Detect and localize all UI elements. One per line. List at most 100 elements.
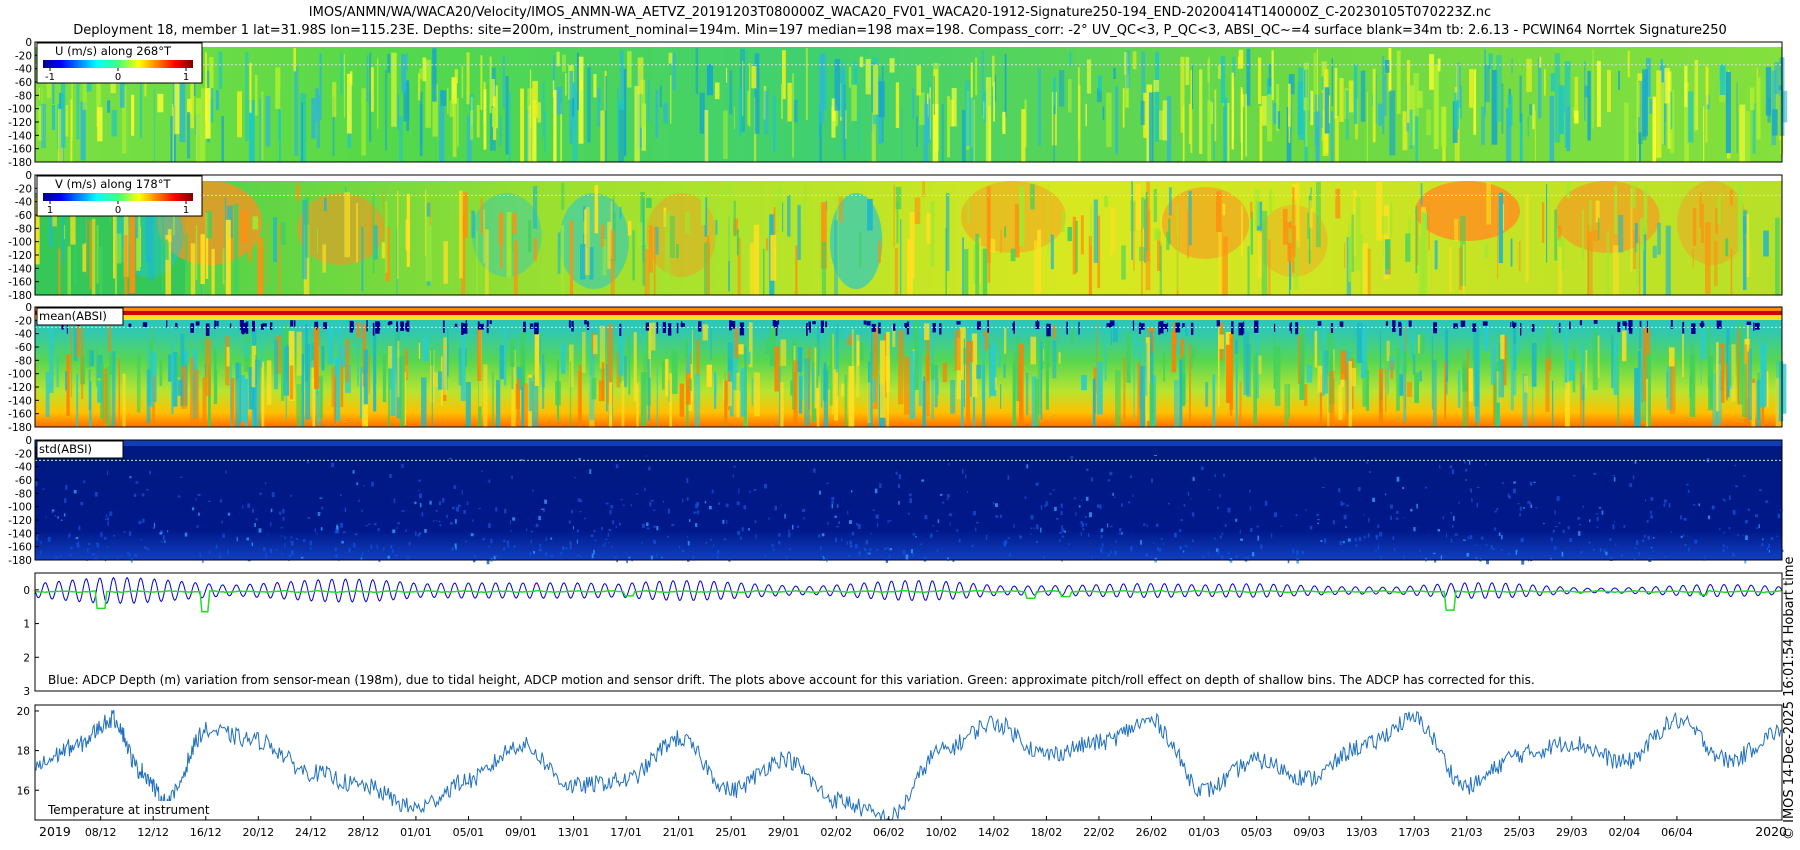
std-speckle <box>849 540 853 545</box>
heatmap-streak <box>254 74 258 116</box>
std-speckle <box>1235 555 1238 559</box>
heatmap-streak <box>1316 49 1319 132</box>
heatmap-streak <box>230 363 232 427</box>
heatmap-streak <box>419 104 423 157</box>
std-speckle <box>888 520 892 522</box>
heatmap-streak <box>702 324 708 341</box>
x-tick-label: 08/12 <box>85 826 117 839</box>
std-speckle <box>107 520 109 526</box>
heatmap-streak <box>538 337 541 364</box>
heatmap-streak <box>533 238 538 261</box>
heatmap-streak <box>1385 368 1387 413</box>
heatmap-streak <box>727 182 732 261</box>
std-speckle <box>909 498 913 504</box>
std-speckle <box>662 500 664 503</box>
heatmap-streak <box>1351 214 1355 273</box>
heatmap-streak <box>556 86 563 115</box>
heatmap-streak <box>305 324 308 382</box>
std-speckle <box>1130 546 1133 551</box>
heatmap-streak <box>1496 55 1502 122</box>
heatmap-streak <box>1412 354 1416 375</box>
heatmap-streak <box>56 354 59 388</box>
std-speckle <box>486 559 490 565</box>
std-speckle <box>408 542 411 546</box>
heatmap-blob <box>1415 181 1520 241</box>
absi-low-patch <box>777 320 780 325</box>
std-speckle <box>317 512 321 516</box>
heatmap-streak <box>1125 50 1131 89</box>
heatmap-streak <box>878 81 885 118</box>
std-speckle <box>971 544 974 548</box>
heatmap-streak <box>994 75 997 102</box>
std-speckle <box>872 509 875 512</box>
heatmap-streak <box>992 55 995 87</box>
std-speckle <box>451 547 454 551</box>
heatmap-streak <box>82 83 87 110</box>
std-speckle <box>741 527 744 532</box>
absi-low-patch <box>400 321 405 331</box>
heatmap-streak <box>1418 235 1424 295</box>
std-speckle <box>258 528 262 533</box>
heatmap-streak <box>706 64 713 96</box>
heatmap-streak <box>609 382 613 427</box>
heatmap-streak <box>1235 339 1238 355</box>
x-tick-label: 21/01 <box>663 826 695 839</box>
heatmap-streak <box>532 99 537 162</box>
std-speckle <box>937 519 940 523</box>
std-speckle <box>1214 537 1216 540</box>
std-speckle <box>1528 559 1530 562</box>
std-speckle <box>1013 523 1015 529</box>
heatmap-streak <box>738 344 744 355</box>
heatmap-streak <box>1154 228 1161 241</box>
heatmap-streak <box>403 82 410 122</box>
heatmap-streak <box>1179 359 1183 427</box>
heatmap-streak <box>1282 208 1288 245</box>
heatmap-streak <box>706 364 712 387</box>
std-speckle <box>535 523 539 528</box>
std-speckle <box>1260 544 1263 550</box>
absi-low-patch <box>586 321 590 330</box>
heatmap-streak <box>48 202 54 247</box>
heatmap-streak <box>397 94 400 130</box>
heatmap-streak <box>1014 204 1020 258</box>
std-speckle <box>713 544 715 548</box>
std-speckle <box>334 547 337 552</box>
heatmap-streak <box>1635 243 1641 286</box>
std-speckle <box>162 535 165 540</box>
heatmap-streak <box>1097 215 1101 289</box>
heatmap-streak <box>174 52 180 135</box>
heatmap-streak <box>431 359 433 427</box>
heatmap-streak <box>753 224 760 295</box>
std-speckle <box>493 555 496 561</box>
heatmap-streak <box>1574 76 1579 122</box>
heatmap-streak <box>737 237 741 295</box>
std-speckle <box>481 470 483 473</box>
heatmap-streak <box>617 86 619 153</box>
heatmap-streak <box>1386 340 1390 362</box>
std-speckle <box>716 555 719 559</box>
x-tick-label: 29/01 <box>768 826 800 839</box>
heatmap-streak <box>1353 63 1358 124</box>
heatmap-streak <box>975 57 978 96</box>
heatmap-streak <box>787 82 792 122</box>
std-speckle <box>1316 513 1319 517</box>
std-speckle <box>738 488 740 494</box>
heatmap-streak <box>162 210 164 294</box>
heatmap-streak <box>986 186 991 263</box>
std-speckle <box>94 557 97 561</box>
heatmap-streak <box>296 384 303 427</box>
std-speckle <box>1470 488 1473 493</box>
std-speckle <box>340 522 343 528</box>
absi-low-patch <box>1066 321 1068 335</box>
x-tick-label: 26/02 <box>1136 826 1168 839</box>
heatmap-streak <box>511 224 513 252</box>
heatmap-streak <box>594 185 599 234</box>
std-speckle <box>985 535 988 540</box>
heatmap-streak <box>1473 69 1477 135</box>
heatmap-streak <box>1618 70 1620 90</box>
heatmap-streak <box>1241 205 1243 256</box>
std-speckle <box>956 529 959 532</box>
std-speckle <box>140 539 143 541</box>
std-speckle <box>418 479 421 482</box>
heatmap-streak <box>388 366 390 427</box>
